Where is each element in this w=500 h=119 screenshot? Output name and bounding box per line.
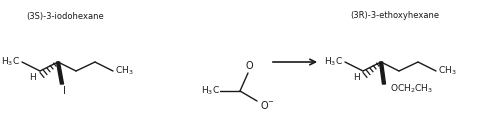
Text: O: O <box>245 61 253 71</box>
Text: H: H <box>29 72 36 82</box>
Text: CH$_3$: CH$_3$ <box>115 65 134 77</box>
Text: (3R)-3-ethoxyhexane: (3R)-3-ethoxyhexane <box>350 12 440 20</box>
Text: H$_3$C: H$_3$C <box>1 56 20 68</box>
Text: OCH$_2$CH$_3$: OCH$_2$CH$_3$ <box>390 83 434 95</box>
Text: H: H <box>353 72 360 82</box>
Polygon shape <box>56 62 64 84</box>
Text: H$_3$C: H$_3$C <box>324 56 343 68</box>
Text: O$^{-}$: O$^{-}$ <box>260 99 275 111</box>
Text: (3S)-3-iodohexane: (3S)-3-iodohexane <box>26 12 104 20</box>
Polygon shape <box>380 62 386 84</box>
Text: CH$_3$: CH$_3$ <box>438 65 456 77</box>
Text: I: I <box>62 86 66 96</box>
Text: H$_3$C: H$_3$C <box>201 85 220 97</box>
